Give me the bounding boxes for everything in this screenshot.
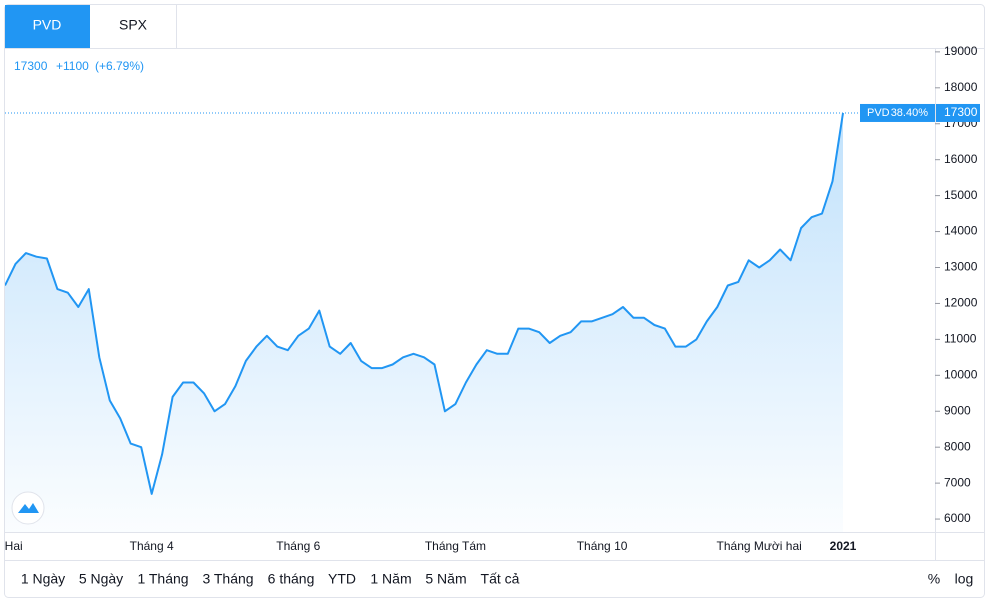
y-tick-label: 6000 (944, 511, 971, 525)
change-percent: (+6.79%) (95, 59, 144, 73)
y-tick-label: 19000 (944, 44, 978, 58)
tab-label[interactable]: SPX (119, 17, 148, 33)
last-price: 17300 (14, 59, 48, 73)
y-tick-label: 9000 (944, 403, 971, 417)
price-label-box (936, 103, 980, 122)
series-name: PVD (867, 107, 890, 119)
area-fill (5, 113, 843, 532)
y-tick-label: 15000 (944, 188, 978, 202)
range-button[interactable]: Tất cả (481, 571, 520, 587)
y-tick-label: 14000 (944, 224, 978, 238)
x-tick-label: 2021 (830, 539, 857, 553)
x-tick-label: Tháng Tám (425, 539, 486, 553)
x-tick-label: Tháng Mười hai (717, 539, 802, 553)
price-line (5, 112, 844, 495)
price-label: 17300 (944, 105, 978, 119)
y-tick-label: 12000 (944, 296, 978, 310)
y-tick-label: 7000 (944, 475, 971, 489)
range-button[interactable]: 5 Ngày (79, 571, 123, 587)
series-label-box (860, 103, 935, 122)
y-tick-label: 13000 (944, 260, 978, 274)
scale-mode-button[interactable]: log (955, 571, 974, 587)
x-tick-label: Tháng 6 (276, 539, 320, 553)
range-button[interactable]: YTD (328, 571, 356, 587)
range-button[interactable]: 1 Tháng (137, 571, 188, 587)
y-tick-label: 11000 (944, 332, 977, 346)
x-tick-label: Tháng 4 (130, 539, 174, 553)
range-button[interactable]: 1 Ngày (21, 571, 65, 587)
tab-active[interactable] (5, 5, 90, 48)
y-tick-label: 16000 (944, 152, 978, 166)
range-button[interactable]: 6 tháng (268, 571, 315, 587)
x-tick-label: Tháng 10 (577, 539, 628, 553)
tab-label[interactable]: PVD (33, 17, 62, 33)
scale-mode-button[interactable]: % (928, 571, 940, 587)
logo-icon (18, 503, 39, 513)
range-button[interactable]: 5 Năm (425, 571, 466, 587)
x-tick-label: Tháng Hai (0, 539, 23, 553)
range-button[interactable]: 1 Năm (370, 571, 411, 587)
y-tick-label: 8000 (944, 439, 971, 453)
period-change: 38.40% (891, 107, 929, 119)
y-tick-label: 10000 (944, 367, 978, 381)
change: +1100 (56, 59, 89, 73)
range-button[interactable]: 3 Tháng (202, 571, 253, 587)
y-tick-label: 18000 (944, 80, 978, 94)
